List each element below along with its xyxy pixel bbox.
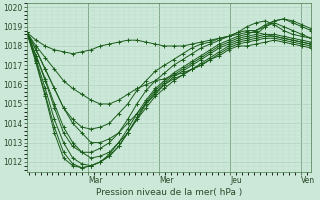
X-axis label: Pression niveau de la mer( hPa ): Pression niveau de la mer( hPa ) bbox=[96, 188, 242, 197]
